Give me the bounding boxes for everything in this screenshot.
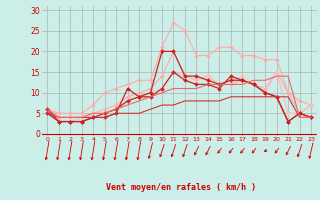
Text: Vent moyen/en rafales ( km/h ): Vent moyen/en rafales ( km/h ): [106, 183, 256, 192]
